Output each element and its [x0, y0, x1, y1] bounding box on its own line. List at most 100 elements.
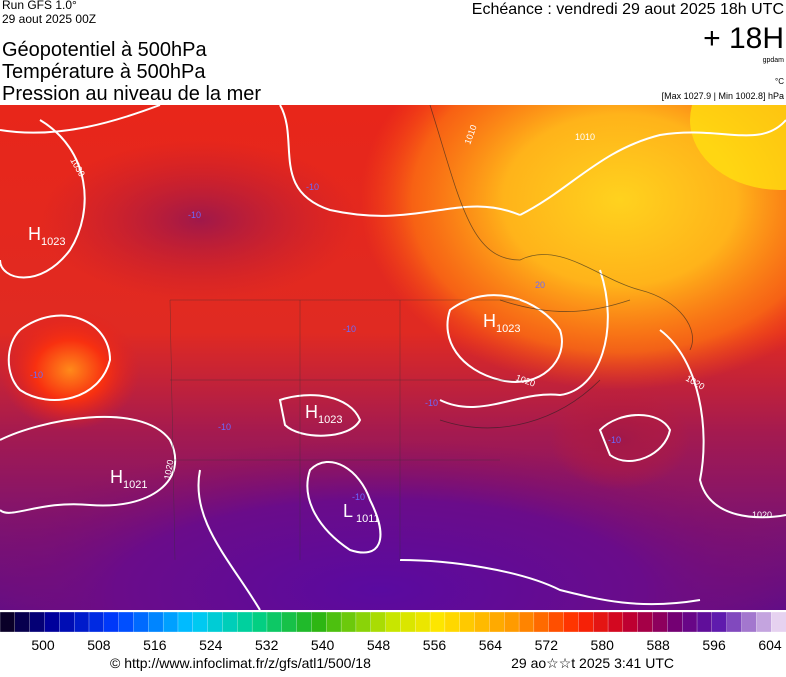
field-title: Température à 500hPa	[2, 61, 206, 83]
colorbar-label: 548	[367, 637, 391, 653]
isobar-label: 1020	[162, 459, 175, 480]
run-date: 29 aout 2025 00Z	[2, 12, 96, 26]
color-swatch	[771, 611, 786, 633]
color-swatch	[266, 611, 283, 633]
color-swatch	[622, 611, 639, 633]
color-swatch	[415, 611, 431, 633]
color-swatch	[59, 611, 75, 633]
isotherm-label: -10	[425, 398, 438, 408]
isotherm-label: -10	[188, 210, 201, 220]
color-swatch	[370, 611, 387, 633]
color-swatch	[756, 611, 772, 633]
color-swatch	[489, 611, 505, 633]
color-swatch	[607, 611, 624, 633]
isotherm-label: -10	[218, 422, 231, 432]
color-swatch	[459, 611, 476, 633]
isotherm-label: 20	[535, 280, 545, 290]
colorbar-label: 604	[758, 637, 782, 653]
colorbar-label: 580	[591, 637, 615, 653]
colorbar-label: 532	[255, 637, 279, 653]
color-swatch	[741, 611, 757, 633]
source: © http://www.infoclimat.fr/z/gfs/atl1/50…	[110, 655, 371, 671]
color-swatch	[696, 611, 713, 633]
pressure-value: 1011	[356, 513, 380, 525]
color-swatch	[222, 611, 238, 633]
isotherm-label: -10	[30, 370, 43, 380]
color-swatch	[637, 611, 654, 633]
color-swatch	[563, 611, 580, 633]
isotherm-label: -10	[306, 182, 319, 192]
color-swatch	[44, 611, 60, 633]
color-swatch	[400, 611, 416, 633]
pressure-symbol: H	[305, 402, 318, 422]
color-swatch	[355, 611, 372, 633]
colorbar-label: 588	[646, 637, 670, 653]
colorbar-label: 500	[31, 637, 55, 653]
field-title: Géopotentiel à 500hPa	[2, 39, 207, 61]
color-swatch	[14, 611, 31, 633]
unit: gpdam	[763, 57, 785, 64]
color-swatch	[444, 611, 461, 633]
pressure-symbol: H	[483, 311, 496, 331]
run: Run GFS 1.0°	[2, 0, 77, 12]
pressure-value: 1023	[41, 236, 65, 248]
color-swatch	[667, 611, 683, 633]
lead: + 18H	[703, 22, 784, 55]
pressure-value: 1023	[496, 323, 520, 335]
color-swatch	[429, 611, 446, 633]
color-swatch	[281, 611, 298, 633]
unit: °C	[775, 77, 784, 86]
isobar-label: 1020	[752, 510, 772, 520]
colorbar-label: 572	[535, 637, 559, 653]
pressure-symbol: L	[343, 501, 353, 521]
echeance: Echéance : vendredi 29 aout 2025 18h UTC	[472, 1, 784, 18]
color-swatch	[578, 611, 594, 633]
color-swatch	[207, 611, 224, 633]
color-swatch	[103, 611, 120, 633]
isotherm-label: -10	[352, 492, 365, 502]
color-swatch	[504, 611, 520, 633]
color-swatch	[237, 611, 253, 633]
color-swatch	[0, 611, 16, 633]
color-swatch	[682, 611, 698, 633]
color-swatch	[74, 611, 90, 633]
color-swatch	[29, 611, 46, 633]
pressure-value: 1021	[123, 479, 147, 491]
color-swatch	[296, 611, 313, 633]
color-swatch	[177, 611, 194, 633]
color-swatch	[652, 611, 669, 633]
color-swatch	[726, 611, 743, 633]
colorbar-label: 516	[143, 637, 167, 653]
color-swatch	[548, 611, 565, 633]
color-swatch	[118, 611, 135, 633]
pressure-value: 1023	[318, 414, 342, 426]
isobar-label: 1010	[575, 132, 595, 142]
field-title: Pression au niveau de la mer	[2, 83, 261, 105]
color-swatch	[192, 611, 209, 633]
color-swatch	[711, 611, 728, 633]
color-swatch	[340, 611, 357, 633]
pressure-symbol: H	[28, 224, 41, 244]
color-swatch	[518, 611, 535, 633]
colorbar-label: 524	[199, 637, 223, 653]
color-swatch	[533, 611, 550, 633]
colorbar-label: 508	[87, 637, 111, 653]
color-swatch	[148, 611, 164, 633]
isotherm-label: -10	[608, 435, 621, 445]
colorbar-label: 564	[479, 637, 503, 653]
colorbar-label: 540	[311, 637, 335, 653]
pressure-range: [Max 1027.9 | Min 1002.8] hPa	[662, 91, 784, 101]
colorbar-label: 596	[702, 637, 726, 653]
pressure-symbol: H	[110, 467, 123, 487]
color-swatch	[133, 611, 149, 633]
colorbar-label: 556	[423, 637, 447, 653]
color-swatch	[326, 611, 342, 633]
color-swatch	[385, 611, 402, 633]
color-swatch	[311, 611, 327, 633]
isotherm-label: -10	[343, 324, 356, 334]
color-swatch	[162, 611, 179, 633]
color-swatch	[88, 611, 105, 633]
generated: 29 ao☆☆t 2025 3:41 UTC	[511, 655, 674, 671]
color-swatch	[251, 611, 268, 633]
